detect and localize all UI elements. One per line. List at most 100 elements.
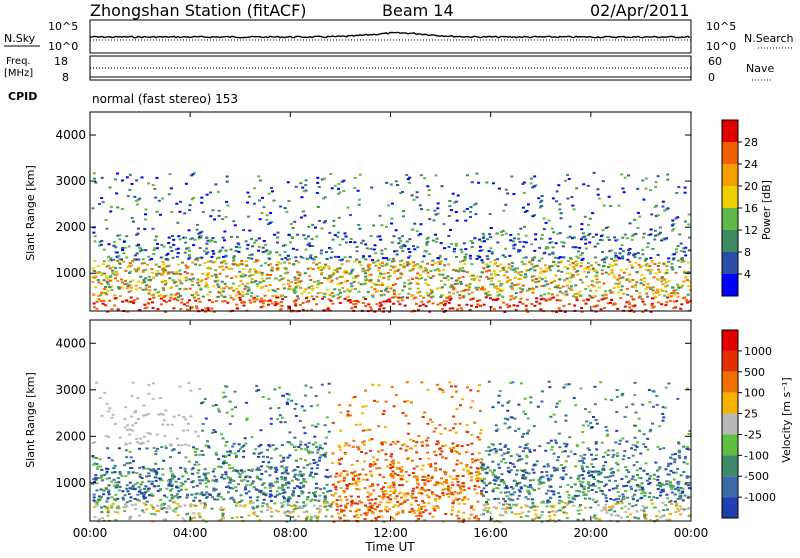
data-cell <box>218 410 221 413</box>
data-cell <box>156 242 159 245</box>
data-cell <box>333 288 337 291</box>
data-cell <box>615 395 619 398</box>
data-cell <box>368 264 372 267</box>
data-cell <box>235 516 239 519</box>
data-cell <box>165 511 169 514</box>
data-cell <box>672 307 676 310</box>
data-cell <box>428 218 432 221</box>
data-cell <box>276 288 280 290</box>
data-cell <box>370 506 374 509</box>
data-cell <box>275 490 279 493</box>
data-cell <box>406 261 410 264</box>
data-cell <box>603 485 606 488</box>
data-cell <box>140 442 143 445</box>
data-cell <box>688 448 692 451</box>
data-cell <box>167 242 171 244</box>
data-cell <box>231 415 234 418</box>
data-cell <box>630 488 634 490</box>
data-cell <box>197 475 201 478</box>
data-cell <box>658 494 662 497</box>
data-cell <box>248 299 252 302</box>
data-cell <box>452 292 456 295</box>
data-cell <box>344 280 348 283</box>
data-cell <box>133 258 137 261</box>
data-cell <box>618 439 622 442</box>
data-cell <box>170 423 174 426</box>
data-cell <box>105 477 109 480</box>
data-cell <box>556 284 560 287</box>
data-cell <box>645 514 648 516</box>
data-cell <box>439 260 443 263</box>
data-cell <box>210 255 214 258</box>
data-cell <box>210 275 214 278</box>
data-cell <box>470 442 474 445</box>
data-cell <box>569 285 573 288</box>
data-cell <box>594 454 598 457</box>
data-cell <box>616 452 620 455</box>
data-cell <box>354 510 358 513</box>
data-cell <box>665 301 669 304</box>
data-cell <box>631 305 635 307</box>
data-cell <box>376 505 380 508</box>
data-cell <box>477 279 481 282</box>
data-cell <box>551 246 555 249</box>
data-cell <box>233 500 237 503</box>
data-cell <box>656 445 660 448</box>
data-cell <box>521 284 525 287</box>
data-cell <box>474 471 478 474</box>
data-cell <box>288 393 291 396</box>
data-cell <box>231 282 235 285</box>
data-cell <box>508 254 512 257</box>
data-cell <box>486 238 489 241</box>
data-cell <box>416 509 420 512</box>
data-cell <box>214 451 218 454</box>
data-cell <box>299 440 303 443</box>
data-cell <box>129 296 133 299</box>
data-cell <box>514 267 518 270</box>
data-cell <box>346 299 350 302</box>
data-cell <box>401 478 405 481</box>
data-cell <box>420 506 424 509</box>
data-cell <box>547 253 551 256</box>
data-cell <box>312 504 316 507</box>
data-cell <box>497 394 501 397</box>
data-cell <box>244 486 247 489</box>
data-cell <box>565 517 569 519</box>
data-cell <box>459 248 463 251</box>
data-cell <box>550 293 554 296</box>
data-cell <box>570 501 574 504</box>
data-cell <box>329 489 333 492</box>
data-cell <box>161 197 165 200</box>
data-cell <box>648 265 652 267</box>
data-cell <box>259 429 263 432</box>
data-cell <box>365 429 368 432</box>
data-cell <box>397 461 401 464</box>
data-cell <box>162 263 166 266</box>
data-cell <box>491 406 495 409</box>
data-cell <box>489 273 493 276</box>
data-cell <box>465 463 469 466</box>
data-cell <box>382 310 385 313</box>
data-cell <box>605 435 609 437</box>
data-cell <box>341 238 345 241</box>
data-cell <box>425 439 429 442</box>
data-cell <box>377 515 381 518</box>
data-cell <box>373 244 377 247</box>
data-cell <box>162 506 166 509</box>
data-cell <box>439 302 443 305</box>
data-cell <box>564 414 568 417</box>
data-cell <box>512 247 516 250</box>
data-cell <box>407 474 411 477</box>
data-cell <box>604 271 608 274</box>
data-cell <box>469 472 473 475</box>
data-cell <box>233 469 237 471</box>
data-cell <box>293 287 297 290</box>
data-cell <box>209 267 212 270</box>
data-cell <box>517 278 521 280</box>
data-cell <box>324 220 327 223</box>
data-cell <box>283 512 286 514</box>
data-cell <box>442 300 446 303</box>
data-cell <box>641 488 645 491</box>
data-cell <box>159 256 163 259</box>
data-cell <box>144 496 148 499</box>
